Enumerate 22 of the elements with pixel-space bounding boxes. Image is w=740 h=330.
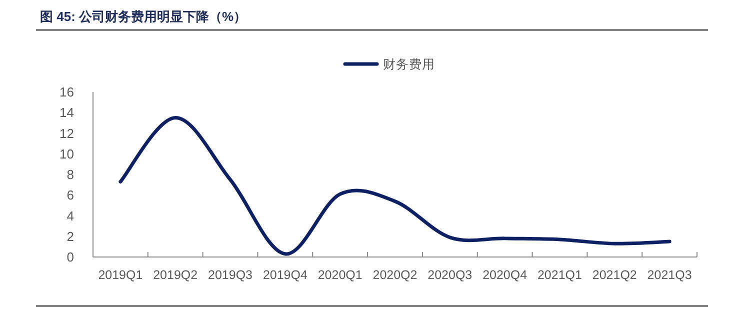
y-tick-label: 6 [66,188,74,203]
y-tick-label: 14 [60,105,74,120]
x-tick-label: 2021Q2 [592,268,637,282]
x-tick-label: 2020Q2 [372,268,418,282]
y-tick-label: 10 [60,146,74,162]
chart-title: 图 45: 公司财务费用明显下降（%） [40,9,247,24]
y-tick-label: 4 [66,208,74,224]
x-tick-label: 2019Q1 [98,268,143,282]
x-tick-label: 2019Q4 [262,268,308,282]
x-tick-label: 2021Q3 [647,268,692,282]
x-tick-label: 2020Q4 [482,268,528,282]
x-tick-label: 2019Q2 [153,268,198,282]
y-tick-label: 12 [60,126,74,141]
y-tick-label: 2 [66,228,74,244]
x-tick-label: 2020Q3 [428,268,472,282]
x-tick-label: 2019Q3 [208,268,253,282]
y-tick-label: 16 [60,84,74,100]
x-tick-label: 2020Q1 [318,268,362,282]
legend-label: 财务费用 [383,58,435,72]
y-tick-label: 0 [66,250,74,264]
y-tick-label: 8 [66,167,74,182]
x-tick-label: 2021Q1 [537,268,582,282]
